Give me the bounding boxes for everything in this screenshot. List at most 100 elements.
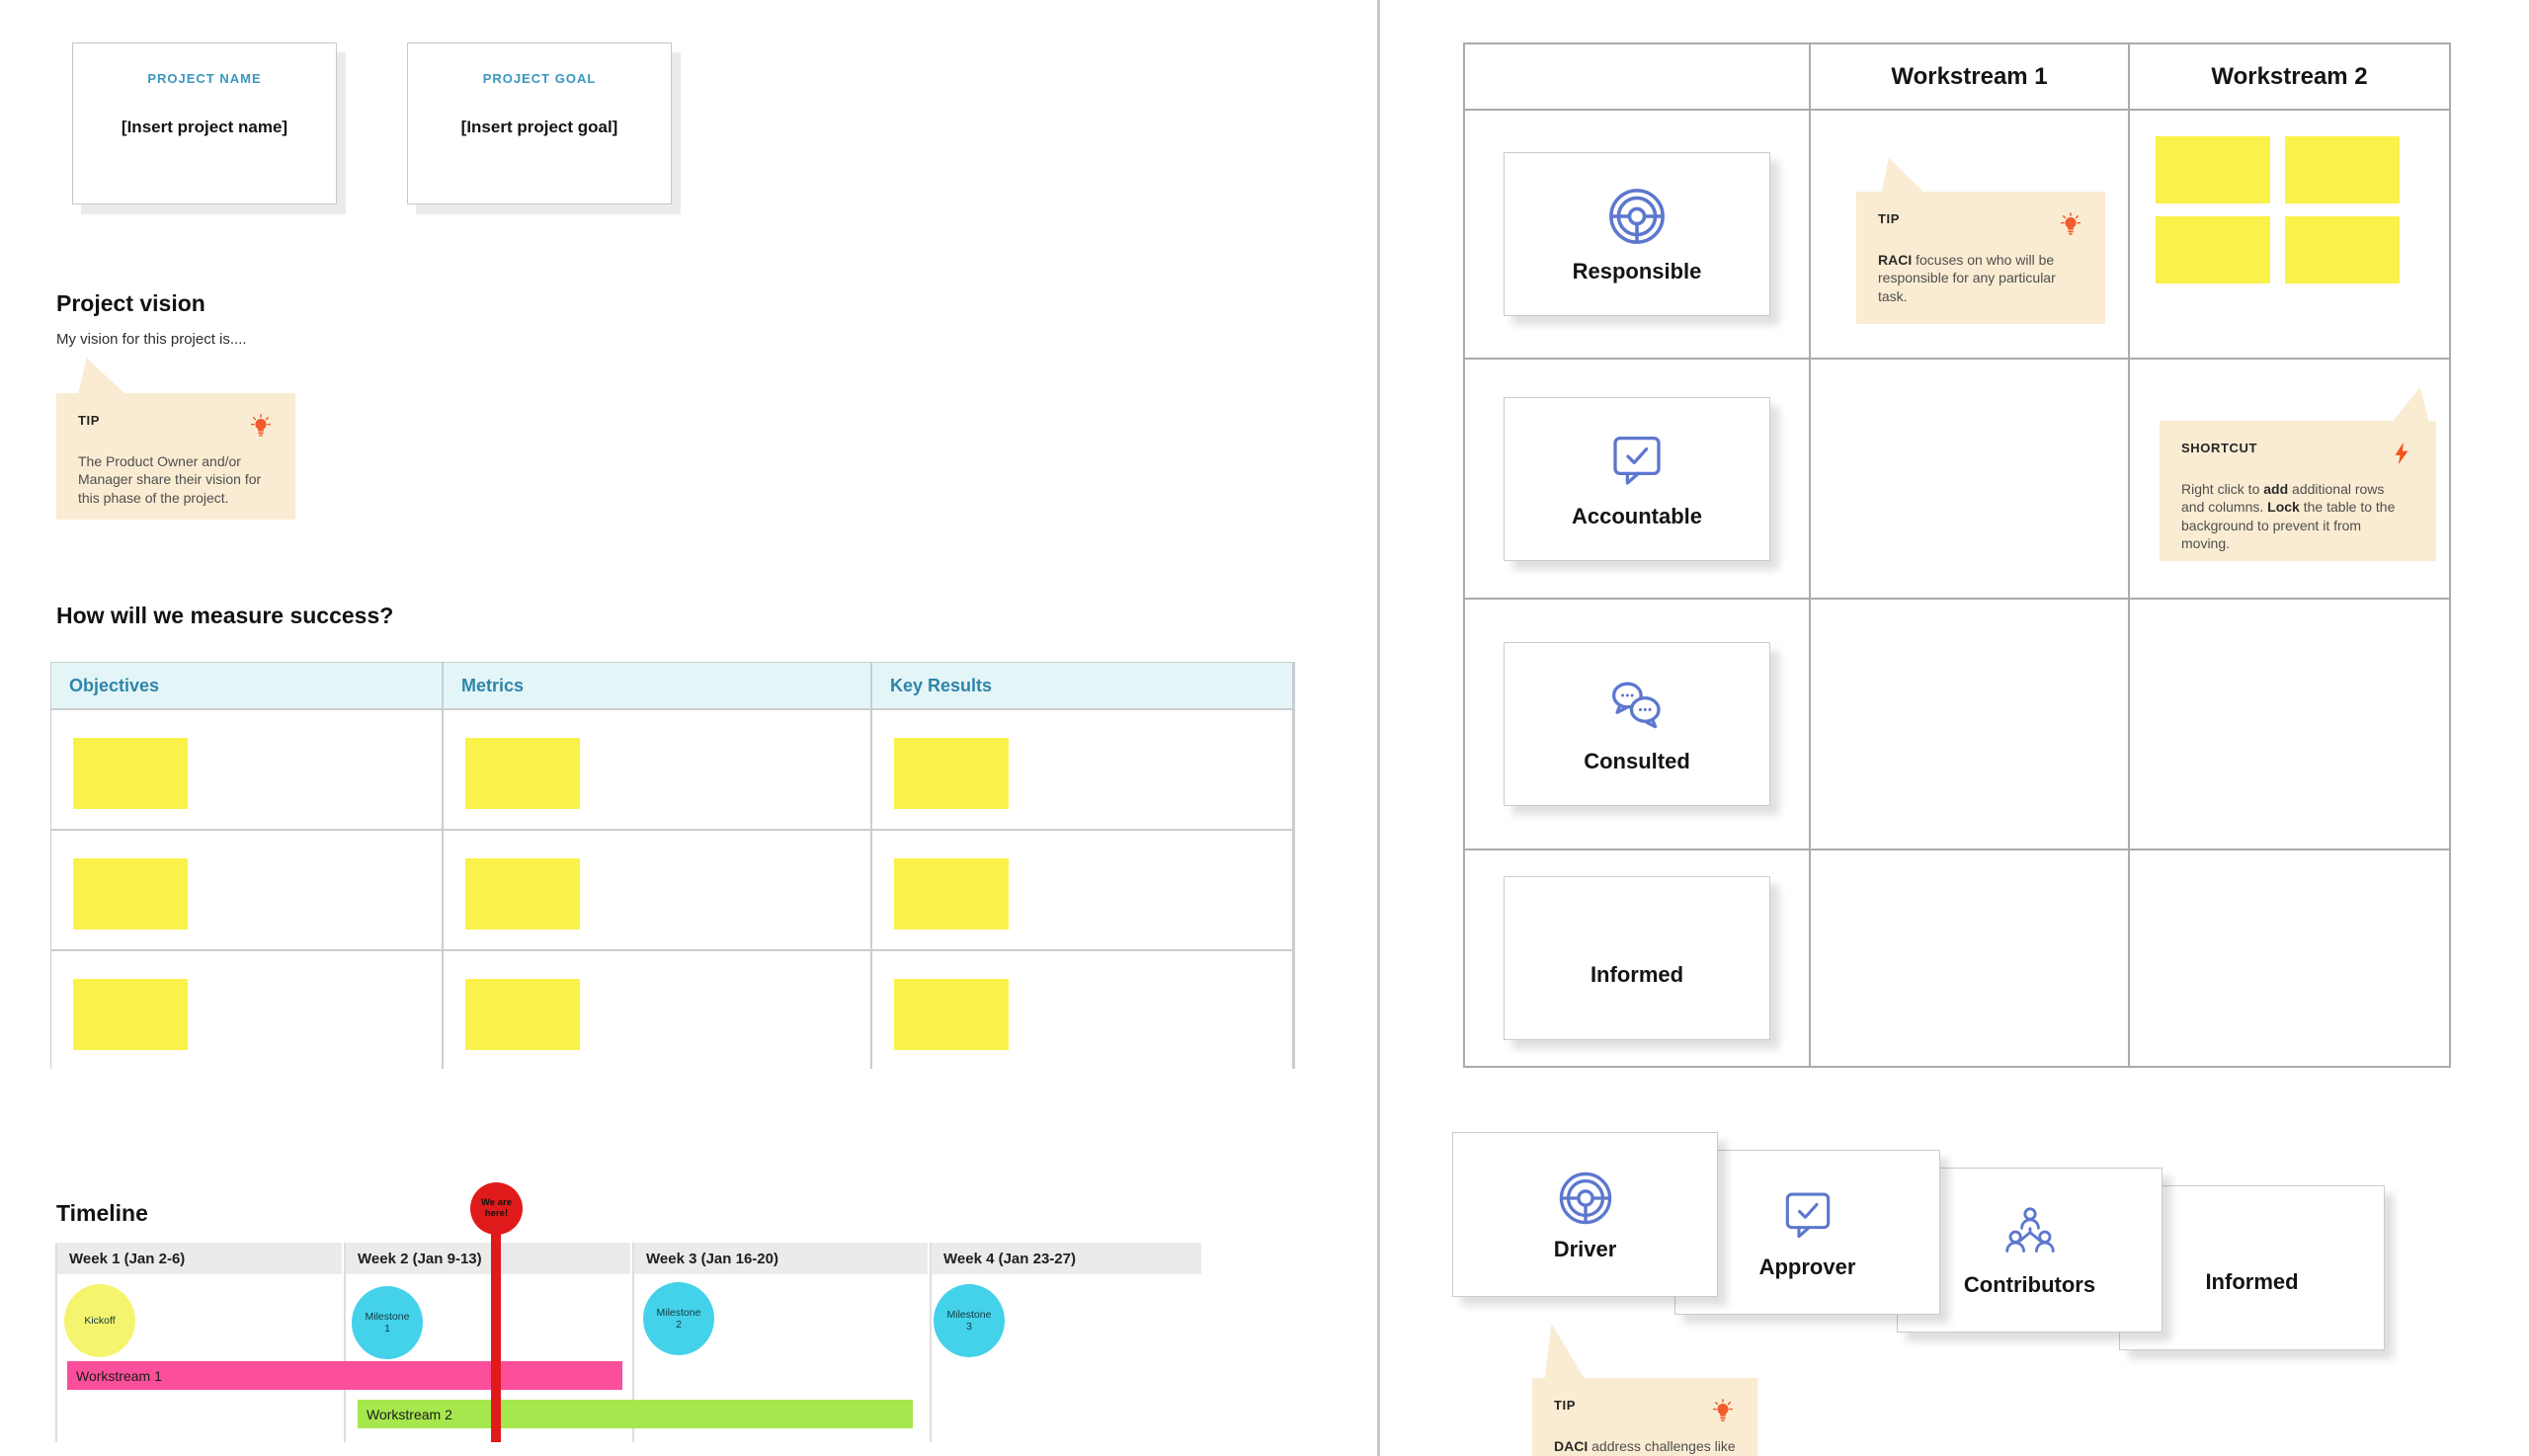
steering-wheel-icon (1609, 189, 1665, 244)
milestone-3-label: Milestone 3 (946, 1308, 992, 1333)
sticky-note[interactable] (465, 738, 580, 809)
daci-approver-card[interactable]: Approver (1674, 1150, 1940, 1315)
informed-card[interactable]: Informed (1504, 876, 1770, 1040)
raci-tip-tail (1881, 158, 1923, 192)
daci-contributors-card[interactable]: Contributors (1897, 1168, 2162, 1333)
success-cell (444, 951, 870, 1070)
contributors-people-icon (2004, 1206, 2055, 1253)
workstream-2-bar[interactable]: Workstream 2 (358, 1400, 913, 1428)
success-col-key-results: Key Results (872, 663, 1292, 708)
success-cell (444, 710, 870, 829)
project-vision-intro[interactable]: My vision for this project is.... (56, 331, 247, 348)
informed-label: Informed (1590, 962, 1684, 987)
shortcut-tail (2393, 387, 2429, 421)
sticky-note[interactable] (894, 979, 1009, 1050)
consulted-card[interactable]: Consulted (1504, 642, 1770, 806)
sticky-note[interactable] (894, 858, 1009, 930)
daci-tip-tail (1544, 1324, 1585, 1379)
shortcut-title: SHORTCUT (2181, 441, 2258, 455)
timeline-heading[interactable]: Timeline (56, 1200, 148, 1226)
raci-cell: Informed (1465, 850, 1809, 1066)
milestone-3[interactable]: Milestone 3 (934, 1284, 1005, 1357)
success-table[interactable]: Objectives Metrics Key Results (50, 662, 1295, 1070)
chat-check-icon (1613, 436, 1661, 485)
project-goal-card[interactable]: PROJECT GOAL [Insert project goal] (407, 42, 672, 204)
daci-informed-label: Informed (2205, 1268, 2299, 1294)
sticky-note[interactable] (2156, 216, 2270, 283)
raci-tip-title: TIP (1878, 211, 1901, 226)
success-col-metrics: Metrics (444, 663, 870, 708)
raci-cell (2130, 600, 2449, 849)
workstream-1-bar-label: Workstream 1 (76, 1367, 162, 1384)
sticky-note[interactable] (465, 979, 580, 1050)
accountable-card[interactable]: Accountable (1504, 396, 1770, 561)
daci-informed-card[interactable]: Informed (2119, 1185, 2385, 1350)
milestone-1-label: Milestone 1 (365, 1310, 410, 1335)
we-are-here-pin[interactable]: We are here! (470, 1182, 523, 1235)
daci-tip-body: DACI address challenges like group decis… (1554, 1438, 1736, 1454)
raci-cell: Responsible (1465, 111, 1809, 358)
sticky-note[interactable] (2285, 216, 2400, 283)
chat-check-icon (1785, 1191, 1830, 1238)
week-2-header: Week 2 (Jan 9-13) (346, 1243, 630, 1274)
vision-tip-title: TIP (78, 413, 101, 428)
vision-tip-body: The Product Owner and/or Manager share t… (78, 453, 262, 506)
daci-tip-callout[interactable]: TIP DACI address challenges like group d… (1532, 1378, 1757, 1456)
sticky-note[interactable] (894, 738, 1009, 809)
sticky-note[interactable] (73, 858, 188, 930)
lightbulb-icon (1712, 1399, 1734, 1421)
board-divider-line (1377, 0, 1380, 1456)
raci-cell (1811, 850, 2128, 1066)
raci-cell (2130, 850, 2449, 1066)
raci-tip-callout[interactable]: TIP RACI focuses on who will be responsi… (1856, 192, 2105, 324)
daci-driver-label: Driver (1553, 1236, 1617, 1261)
success-cell (872, 831, 1292, 949)
responsible-card[interactable]: Responsible (1504, 152, 1770, 316)
daci-driver-card[interactable]: Driver (1452, 1132, 1718, 1297)
project-vision-heading[interactable]: Project vision (56, 290, 205, 316)
we-are-here-line (491, 1223, 501, 1442)
week-4-header: Week 4 (Jan 23-27) (932, 1243, 1201, 1274)
responsible-label: Responsible (1572, 259, 1702, 283)
raci-cell: TIP RACI focuses on who will be responsi… (1811, 111, 2128, 358)
milestone-1[interactable]: Milestone 1 (352, 1286, 423, 1359)
sticky-note[interactable] (2156, 136, 2270, 203)
success-cell (51, 951, 442, 1070)
week-3-header: Week 3 (Jan 16-20) (634, 1243, 928, 1274)
project-name-card[interactable]: PROJECT NAME [Insert project name] (72, 42, 337, 204)
success-cell (872, 710, 1292, 829)
success-cell (444, 831, 870, 949)
success-cell (872, 951, 1292, 1070)
daci-contributors-label: Contributors (1963, 1271, 2096, 1297)
raci-table[interactable]: Workstream 1 Workstream 2 Responsible TI… (1463, 42, 2451, 1068)
sticky-note[interactable] (73, 738, 188, 809)
workstream-2-bar-label: Workstream 2 (367, 1406, 452, 1422)
sticky-note[interactable] (465, 858, 580, 930)
daci-approver-label: Approver (1758, 1254, 1856, 1279)
consulted-label: Consulted (1584, 749, 1690, 773)
chat-bubbles-icon (1611, 682, 1661, 729)
project-goal-label: PROJECT GOAL (482, 71, 597, 86)
daci-tip-title: TIP (1554, 1398, 1577, 1413)
sticky-note[interactable] (73, 979, 188, 1050)
project-name-label: PROJECT NAME (147, 71, 262, 86)
milestone-kickoff[interactable]: Kickoff (64, 1284, 135, 1357)
raci-header-workstream-2: Workstream 2 (2130, 44, 2449, 109)
milestone-kickoff-label: Kickoff (84, 1314, 116, 1327)
measure-success-heading[interactable]: How will we measure success? (56, 603, 394, 628)
workstream-1-bar[interactable]: Workstream 1 (67, 1361, 622, 1390)
raci-cell (1811, 600, 2128, 849)
milestone-2[interactable]: Milestone 2 (643, 1282, 714, 1355)
shortcut-callout[interactable]: SHORTCUT Right click to add additional r… (2160, 421, 2436, 561)
lightning-bolt-icon (2395, 442, 2408, 465)
sticky-note[interactable] (2285, 136, 2400, 203)
success-cell (51, 831, 442, 949)
project-name-value: [Insert project name] (121, 118, 288, 136)
steering-wheel-icon (1559, 1172, 1611, 1224)
milestone-2-label: Milestone 2 (656, 1306, 701, 1331)
vision-tip-callout[interactable]: TIP The Product Owner and/or Manager sha… (56, 393, 295, 520)
week-1-header: Week 1 (Jan 2-6) (57, 1243, 342, 1274)
accountable-label: Accountable (1571, 503, 1703, 528)
raci-header-workstream-1: Workstream 1 (1811, 44, 2128, 109)
